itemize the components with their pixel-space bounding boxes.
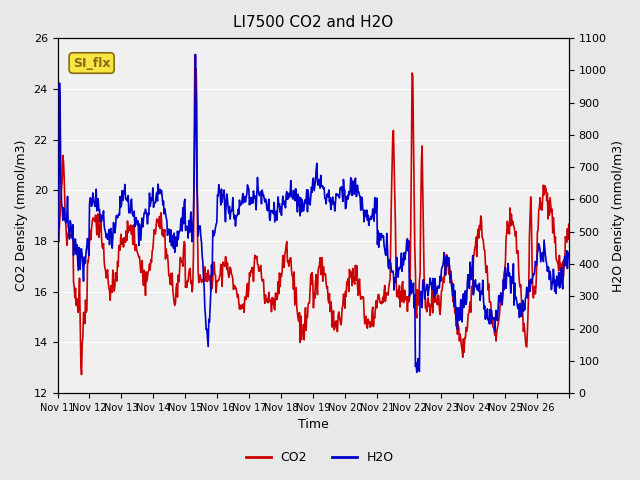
Text: SI_flx: SI_flx	[73, 57, 110, 70]
Y-axis label: CO2 Density (mmol/m3): CO2 Density (mmol/m3)	[15, 140, 28, 291]
X-axis label: Time: Time	[298, 419, 328, 432]
Legend: CO2, H2O: CO2, H2O	[241, 446, 399, 469]
Y-axis label: H2O Density (mmol/m3): H2O Density (mmol/m3)	[612, 140, 625, 292]
Title: LI7500 CO2 and H2O: LI7500 CO2 and H2O	[233, 15, 393, 30]
